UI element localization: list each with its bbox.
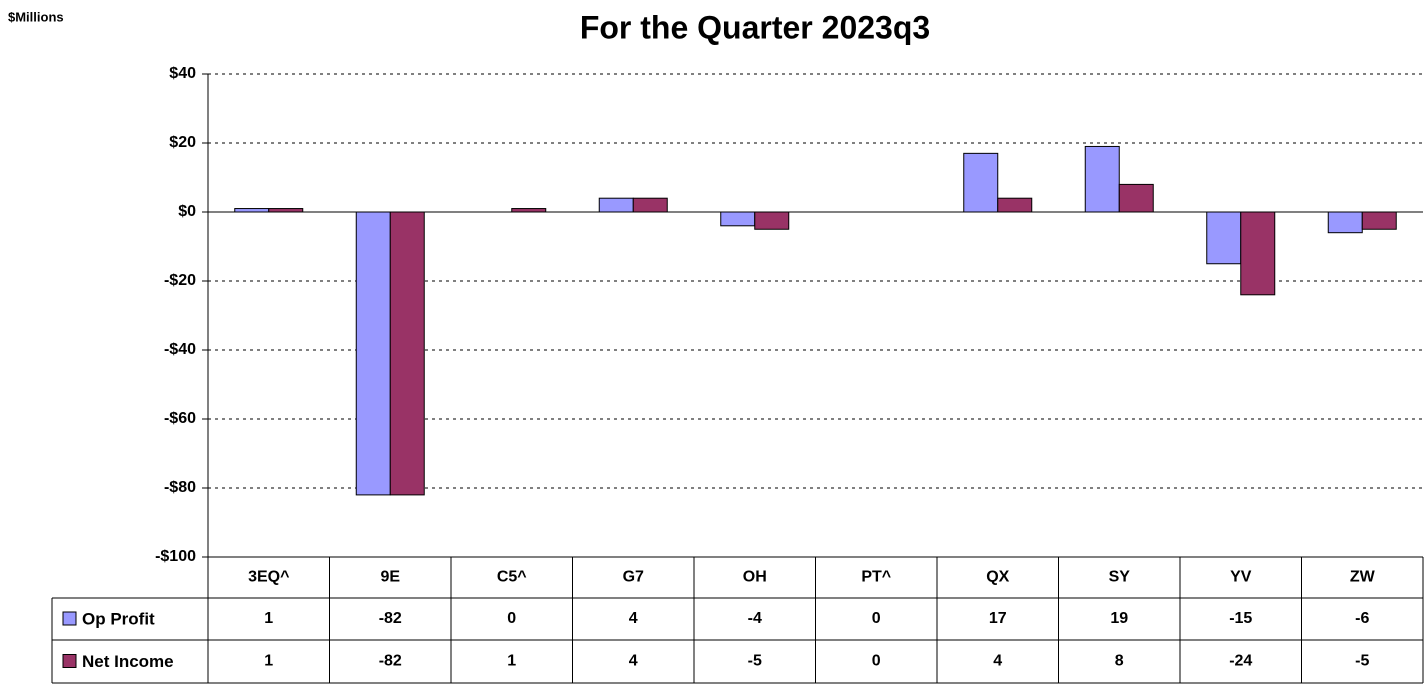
table-value: 0: [507, 610, 516, 627]
y-axis-label: $Millions: [8, 9, 64, 24]
table-value: 4: [993, 653, 1002, 670]
legend-swatch: [62, 654, 77, 668]
table-value: 1: [264, 610, 273, 627]
y-tick-label: -$100: [155, 548, 196, 565]
y-tick-label: -$20: [164, 272, 196, 289]
x-tick-label: G7: [623, 569, 644, 586]
bar: [268, 208, 304, 213]
table-value: 4: [629, 653, 638, 670]
table-value: 1: [264, 653, 273, 670]
bar: [598, 197, 634, 213]
table-value: 19: [1110, 610, 1128, 627]
bar: [1361, 211, 1397, 230]
bar: [1084, 145, 1120, 213]
x-tick-label: 9E: [380, 569, 400, 586]
x-tick-label: QX: [986, 569, 1009, 586]
bar: [1240, 211, 1276, 296]
table-value: -5: [1355, 653, 1369, 670]
x-tick-label: SY: [1109, 569, 1131, 586]
legend-label: Net Income: [82, 652, 174, 671]
bar: [511, 208, 547, 213]
table-value: -82: [379, 610, 402, 627]
y-tick-label: $20: [169, 134, 196, 151]
bar: [234, 208, 270, 213]
table-value: -4: [748, 610, 762, 627]
chart-title: For the Quarter 2023q3: [580, 9, 930, 45]
x-tick-label: OH: [743, 569, 767, 586]
x-tick-label: YV: [1230, 569, 1252, 586]
legend-swatch: [62, 611, 77, 626]
table-value: 17: [989, 610, 1007, 627]
bar: [997, 197, 1033, 213]
y-tick-label: -$60: [164, 410, 196, 427]
bar: [1206, 211, 1242, 265]
bar: [389, 211, 425, 496]
table-value: -24: [1229, 653, 1252, 670]
bar: [1118, 183, 1154, 213]
table-value: -5: [748, 653, 762, 670]
bar: [632, 197, 668, 213]
table-value: 4: [629, 610, 638, 627]
legend-label: Op Profit: [82, 609, 155, 628]
table-value: -6: [1355, 610, 1369, 627]
x-tick-label: 3EQ^: [248, 569, 289, 586]
table-value: 0: [872, 610, 881, 627]
y-tick-label: -$80: [164, 479, 196, 496]
bar: [963, 152, 999, 213]
table-value: 1: [507, 653, 516, 670]
y-tick-label: $40: [169, 65, 196, 82]
x-tick-label: C5^: [497, 569, 527, 586]
bar: [720, 211, 756, 227]
table-value: -82: [379, 653, 402, 670]
bar: [754, 211, 790, 230]
x-tick-label: PT^: [861, 569, 891, 586]
x-tick-label: ZW: [1350, 569, 1376, 586]
table-value: -15: [1229, 610, 1252, 627]
table-value: 8: [1115, 653, 1124, 670]
bar: [355, 211, 391, 496]
y-tick-label: $0: [178, 203, 196, 220]
y-tick-label: -$40: [164, 341, 196, 358]
table-value: 0: [872, 653, 881, 670]
bar: [1327, 211, 1363, 234]
